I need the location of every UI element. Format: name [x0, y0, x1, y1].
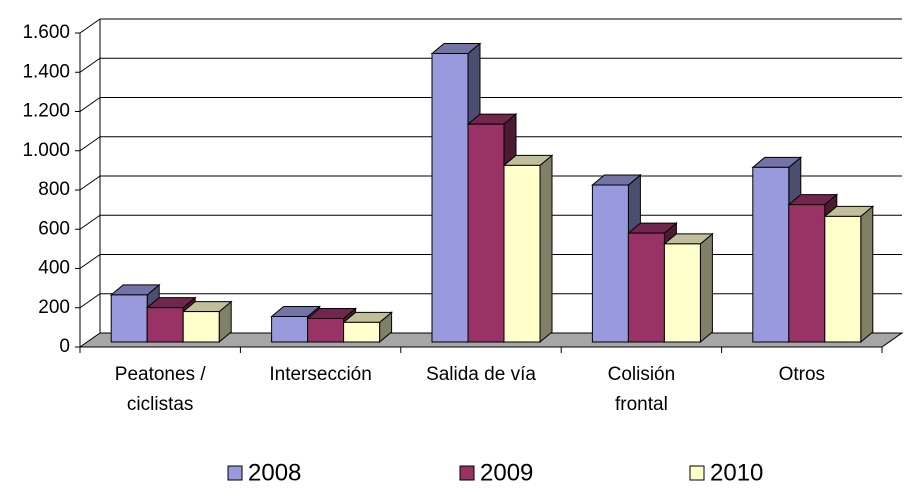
bar-side	[699, 232, 713, 344]
y-tick-label: 1.200	[22, 101, 70, 122]
bar-front	[431, 53, 469, 343]
y-tick-label: 1.600	[22, 22, 70, 43]
bar-front	[182, 311, 220, 343]
bar-side	[539, 154, 553, 344]
bar-front	[627, 232, 665, 343]
y-tick-label: 1.400	[22, 61, 70, 82]
legend-swatch	[459, 465, 475, 481]
y-tick-label: 1.000	[22, 140, 70, 161]
x-tick-label: Otros	[778, 364, 826, 385]
grid-line-side	[79, 97, 101, 112]
bar-front	[788, 204, 826, 343]
bar-front	[110, 294, 148, 343]
legend-swatch	[689, 465, 705, 481]
y-tick-label: 600	[38, 218, 70, 239]
bar-front	[663, 243, 701, 343]
bar-front	[824, 215, 862, 343]
bar-front	[307, 317, 345, 343]
x-tick-label: Salida de vía	[426, 364, 536, 385]
x-tick-label: Peatones / ciclistas	[114, 364, 206, 415]
bar	[342, 311, 393, 344]
grid-line-side	[79, 214, 101, 230]
bar-front	[146, 307, 184, 343]
bar-front	[591, 184, 629, 343]
bar-front	[271, 315, 309, 343]
y-tick-label: 200	[38, 297, 70, 318]
grid-line-side	[79, 57, 101, 73]
x-tick-label: Colisión frontal	[607, 364, 676, 415]
bar-front	[503, 164, 541, 343]
bar-side	[860, 205, 874, 344]
bar-front	[752, 166, 790, 343]
grid-line-side	[79, 18, 101, 34]
grid-line-side	[79, 254, 101, 269]
grid-line-side	[79, 136, 101, 152]
bar	[823, 205, 875, 344]
bar	[663, 232, 714, 344]
legend-label: 2008	[248, 459, 301, 486]
bar	[502, 154, 554, 344]
y-tick-label: 800	[38, 179, 70, 200]
legend-label: 2009	[480, 459, 533, 486]
grid-line-side	[79, 175, 101, 191]
grid-line-side	[79, 293, 101, 309]
legend-label: 2010	[710, 459, 763, 486]
bar-front	[343, 321, 381, 343]
bar-front	[467, 123, 505, 343]
y-tick-label: 400	[38, 258, 70, 279]
x-tick-label: Intersección	[269, 364, 372, 385]
y-tick-label: 0	[59, 336, 70, 357]
legend-swatch	[227, 465, 243, 481]
bar	[181, 300, 233, 344]
